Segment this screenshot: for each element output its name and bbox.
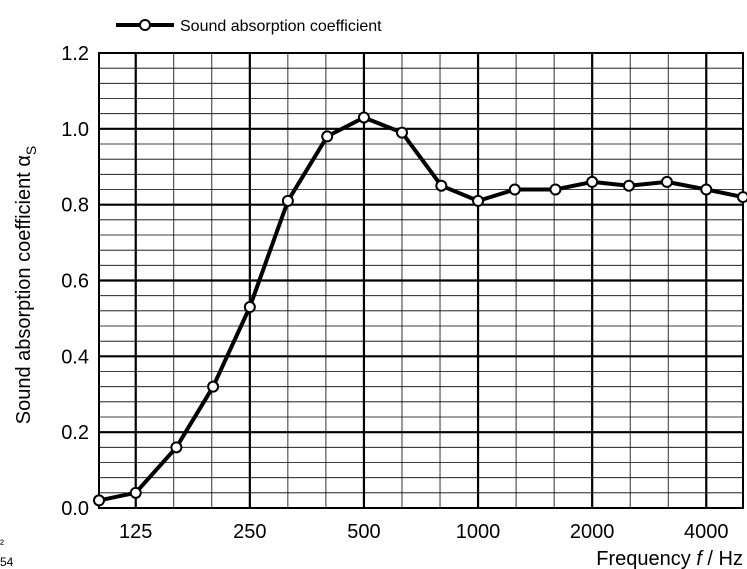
x-axis-label-variable: f [696, 548, 704, 569]
x-tick-label: 4000 [684, 521, 729, 543]
data-point [435, 179, 448, 192]
y-tick-label: 0.6 [61, 271, 89, 293]
data-point [281, 194, 294, 207]
y-axis-label: Sound absorption coefficient αS [13, 146, 39, 425]
data-point [700, 183, 713, 196]
y-tick-label: 0.2 [61, 422, 89, 444]
edge-fragment-top: ² [0, 537, 4, 551]
y-axis-label-main: Sound absorption coefficient α [13, 155, 35, 424]
data-point [321, 130, 334, 143]
y-tick-label: 0.0 [61, 498, 89, 520]
data-point [622, 179, 635, 192]
y-tick-label: 0.8 [61, 195, 89, 217]
y-tick-label: 1.0 [61, 119, 89, 141]
x-axis-label: Frequency f / Hz [596, 548, 743, 569]
y-tick-labels: 0.0 0.2 0.4 0.6 0.8 1.0 1.2 [61, 43, 89, 520]
y-tick-label: 1.2 [61, 43, 89, 65]
data-point [660, 175, 673, 188]
x-axis-label-suffix: / Hz [702, 548, 743, 569]
data-point [170, 441, 183, 454]
data-point [508, 183, 521, 196]
data-points [93, 111, 747, 507]
legend-marker-swatch [139, 19, 151, 31]
data-point [93, 494, 105, 507]
edge-fragment-bottom: 54 [0, 555, 14, 569]
series-line [98, 115, 744, 503]
major-grid [99, 53, 743, 508]
x-tick-labels: 125 250 500 1000 2000 4000 [119, 521, 728, 543]
data-point [357, 111, 370, 124]
x-tick-label: 2000 [570, 521, 615, 543]
data-point [472, 194, 485, 207]
legend: Sound absorption coefficient [116, 18, 382, 35]
plot-frame [98, 52, 744, 509]
x-tick-label: 500 [347, 521, 380, 543]
y-tick-label: 0.4 [61, 346, 89, 368]
y-axis-label-subscript: S [23, 146, 39, 155]
data-point [549, 183, 562, 196]
x-tick-label: 250 [233, 521, 266, 543]
x-tick-label: 125 [119, 521, 152, 543]
data-point [737, 191, 747, 204]
x-tick-label: 1000 [456, 521, 501, 543]
data-point [129, 486, 142, 499]
data-point [395, 126, 408, 139]
legend-label: Sound absorption coefficient [180, 18, 382, 35]
data-point [586, 175, 599, 188]
x-axis-label-prefix: Frequency [596, 548, 696, 569]
data-point [243, 301, 256, 314]
data-point [207, 380, 220, 393]
